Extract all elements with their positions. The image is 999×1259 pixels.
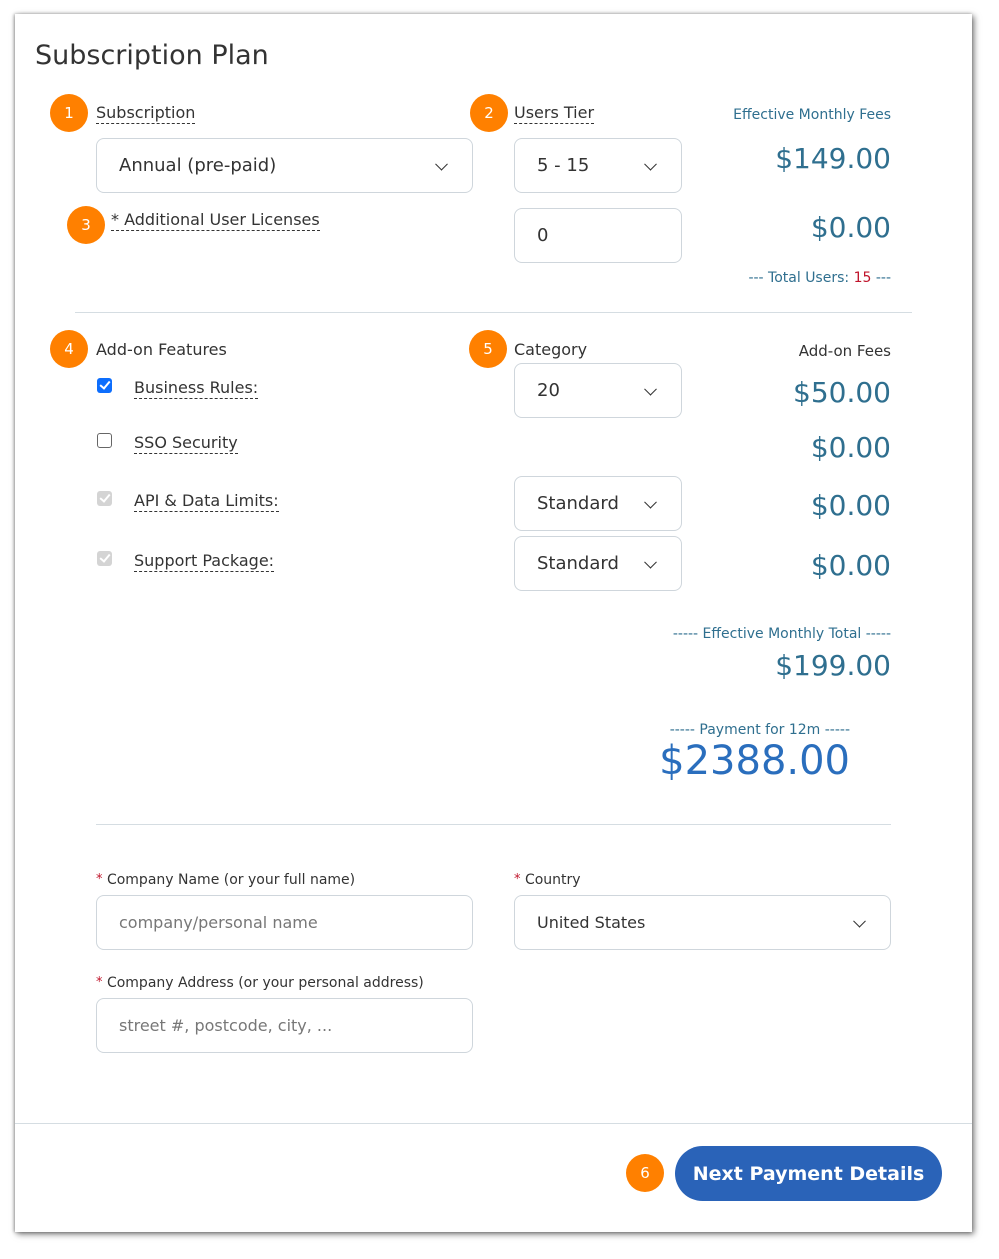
divider <box>96 824 891 825</box>
effective-fees-header: Effective Monthly Fees <box>733 107 891 123</box>
country-value: United States <box>537 913 646 932</box>
divider <box>75 312 912 313</box>
chevron-down-icon <box>644 555 657 569</box>
api-limits-checkbox[interactable] <box>97 491 112 506</box>
required-mark: * <box>111 210 119 229</box>
users-tier-value: 5 - 15 <box>537 155 590 176</box>
support-package-label: Support Package: <box>134 551 275 572</box>
category-label: Category <box>514 340 588 359</box>
next-payment-details-button[interactable]: Next Payment Details <box>675 1146 942 1201</box>
api-limits-select[interactable]: Standard <box>514 476 682 531</box>
support-package-fee: $0.00 <box>810 549 891 582</box>
tier-fee: $149.00 <box>775 142 891 175</box>
category-select[interactable]: 20 <box>514 363 682 418</box>
monthly-total-value: $199.00 <box>775 649 891 682</box>
users-tier-select[interactable]: 5 - 15 <box>514 138 682 193</box>
licenses-input[interactable]: 0 <box>514 208 682 263</box>
page-title: Subscription Plan <box>35 40 269 71</box>
step-badge-4: 4 <box>50 330 88 368</box>
licenses-label: Additional User Licenses <box>124 210 320 229</box>
sso-security-fee: $0.00 <box>810 431 891 464</box>
address-label: Company Address (or your personal addres… <box>106 975 424 991</box>
company-label: Company Name (or your full name) <box>106 872 356 888</box>
support-package-select[interactable]: Standard <box>514 536 682 591</box>
sso-security-checkbox[interactable] <box>97 433 112 448</box>
step-badge-2: 2 <box>470 94 508 132</box>
category-value: 20 <box>537 380 560 401</box>
business-rules-fee: $50.00 <box>793 376 891 409</box>
address-input[interactable]: street #, postcode, city, ... <box>96 998 473 1053</box>
addon-fees-header: Add-on Fees <box>798 342 891 360</box>
api-limits-fee: $0.00 <box>810 489 891 522</box>
subscription-select[interactable]: Annual (pre-paid) <box>96 138 473 193</box>
address-placeholder: street #, postcode, city, ... <box>119 1016 333 1035</box>
licenses-value: 0 <box>537 225 549 246</box>
chevron-down-icon <box>853 914 866 928</box>
country-select[interactable]: United States <box>514 895 891 950</box>
company-name-input[interactable]: company/personal name <box>96 895 473 950</box>
subscription-dialog: Subscription Plan 1 Subscription Annual … <box>15 14 972 1232</box>
payment-label: ----- Payment for 12m ----- <box>669 722 850 738</box>
sso-security-label: SSO Security <box>134 433 238 454</box>
step-badge-1: 1 <box>50 94 88 132</box>
step-badge-6: 6 <box>626 1154 664 1192</box>
api-limits-label: API & Data Limits: <box>134 491 279 512</box>
support-package-checkbox[interactable] <box>97 551 112 566</box>
chevron-down-icon <box>644 157 657 171</box>
business-rules-checkbox[interactable] <box>97 378 112 393</box>
monthly-total-label: ----- Effective Monthly Total ----- <box>672 626 891 642</box>
payment-value: $2388.00 <box>659 738 850 784</box>
chevron-down-icon <box>435 157 448 171</box>
chevron-down-icon <box>644 382 657 396</box>
subscription-value: Annual (pre-paid) <box>119 155 277 176</box>
subscription-label: Subscription <box>96 103 196 124</box>
api-limits-value: Standard <box>537 493 619 514</box>
business-rules-label: Business Rules: <box>134 378 259 399</box>
users-tier-label: Users Tier <box>514 103 595 124</box>
footer-divider <box>15 1123 972 1124</box>
country-label: Country <box>524 872 581 888</box>
chevron-down-icon <box>644 495 657 509</box>
total-users: --- Total Users: 15 --- <box>748 270 891 286</box>
step-badge-3: 3 <box>67 206 105 244</box>
addons-label: Add-on Features <box>96 340 227 359</box>
license-fee: $0.00 <box>810 211 891 244</box>
step-badge-5: 5 <box>469 330 507 368</box>
company-placeholder: company/personal name <box>119 913 318 932</box>
support-package-value: Standard <box>537 553 619 574</box>
